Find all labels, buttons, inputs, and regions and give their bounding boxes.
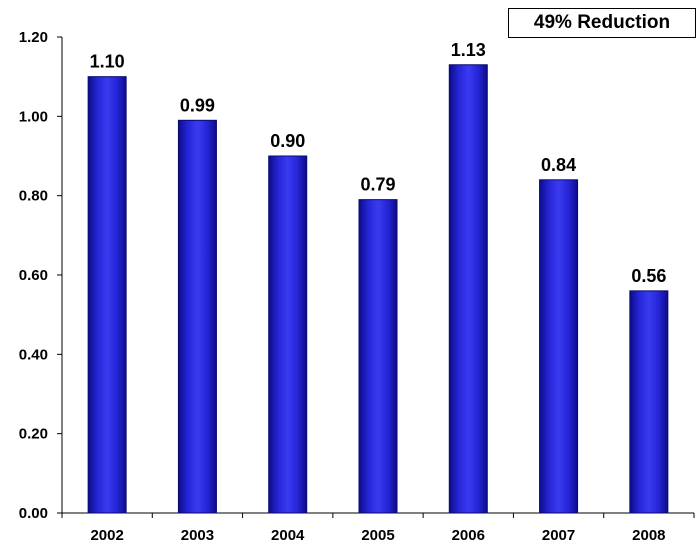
y-tick-label: 1.00	[19, 108, 48, 125]
y-tick-label: 0.80	[19, 188, 48, 205]
labels: 1.10 2002 0.99 2003 0.90 2004 0.79 2005 1.13 2006…	[90, 40, 667, 544]
y-tick-label: 0.00	[19, 505, 48, 522]
data-label-2007: 0.84	[541, 155, 576, 175]
bar-2006	[448, 64, 488, 514]
x-tick-label-2008: 2008	[632, 527, 665, 544]
bar-2005	[358, 199, 398, 514]
axes: 0.00 0.20 0.40 0.60 0.80 1.00 1.20	[19, 29, 695, 522]
x-tick-label-2004: 2004	[271, 527, 305, 544]
x-tick-label-2003: 2003	[181, 527, 214, 544]
data-label-2008: 0.56	[631, 266, 666, 286]
data-label-2005: 0.79	[360, 175, 395, 195]
reduction-annotation: 49% Reduction	[508, 8, 696, 38]
x-tick-label-2005: 2005	[361, 527, 394, 544]
data-label-2004: 0.90	[270, 131, 305, 151]
data-label-2006: 1.13	[451, 40, 486, 60]
data-label-2002: 1.10	[90, 52, 125, 72]
y-tick-label: 0.40	[19, 346, 48, 363]
x-tick-label-2006: 2006	[452, 527, 485, 544]
bar-2004	[268, 155, 308, 514]
bars	[87, 64, 669, 514]
bar-2003	[177, 119, 217, 514]
x-tick-label-2007: 2007	[542, 527, 575, 544]
y-tick-label: 0.60	[19, 267, 48, 284]
x-tick-label-2002: 2002	[90, 527, 123, 544]
y-tick-label: 1.20	[19, 29, 48, 46]
bar-2007	[539, 179, 579, 514]
data-label-2003: 0.99	[180, 95, 215, 115]
bar-2002	[87, 76, 127, 514]
bar-2008	[629, 290, 669, 514]
y-tick-label: 0.20	[19, 426, 48, 443]
